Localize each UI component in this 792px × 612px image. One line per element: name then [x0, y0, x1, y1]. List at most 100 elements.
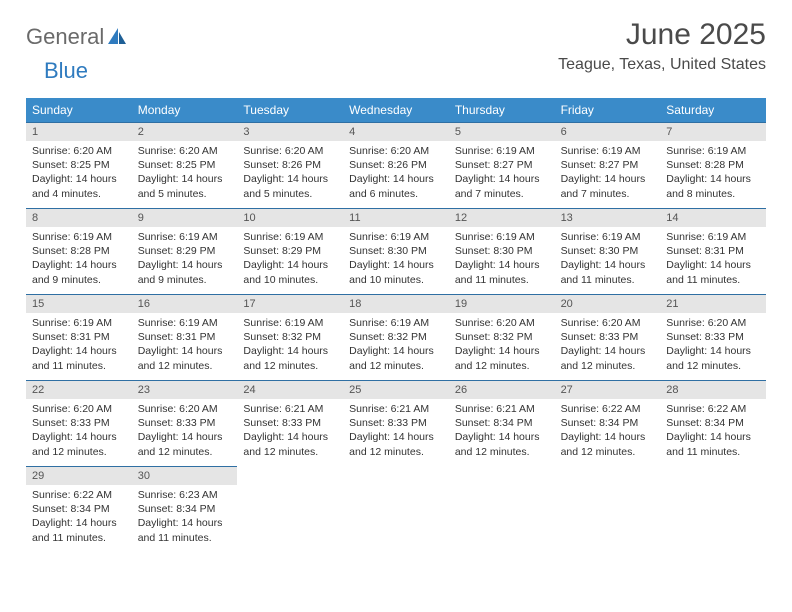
day-info: Sunrise: 6:19 AMSunset: 8:31 PMDaylight:…: [26, 313, 132, 379]
calendar-cell: 16Sunrise: 6:19 AMSunset: 8:31 PMDayligh…: [132, 294, 238, 380]
calendar-cell-empty: [555, 466, 661, 552]
sunset-text: Sunset: 8:34 PM: [561, 416, 655, 430]
sunrise-text: Sunrise: 6:19 AM: [349, 316, 443, 330]
daylight-text: Daylight: 14 hours and 11 minutes.: [666, 430, 760, 458]
day-info: Sunrise: 6:22 AMSunset: 8:34 PMDaylight:…: [26, 485, 132, 551]
sunset-text: Sunset: 8:31 PM: [32, 330, 126, 344]
sunrise-text: Sunrise: 6:20 AM: [243, 144, 337, 158]
day-info: Sunrise: 6:19 AMSunset: 8:30 PMDaylight:…: [343, 227, 449, 293]
sunset-text: Sunset: 8:26 PM: [349, 158, 443, 172]
daylight-text: Daylight: 14 hours and 12 minutes.: [243, 344, 337, 372]
sunrise-text: Sunrise: 6:21 AM: [349, 402, 443, 416]
weekday-header: Sunday: [26, 98, 132, 122]
day-info: Sunrise: 6:20 AMSunset: 8:33 PMDaylight:…: [132, 399, 238, 465]
day-number: 19: [449, 295, 555, 313]
daylight-text: Daylight: 14 hours and 11 minutes.: [138, 516, 232, 544]
location-text: Teague, Texas, United States: [558, 56, 766, 74]
day-info: Sunrise: 6:21 AMSunset: 8:34 PMDaylight:…: [449, 399, 555, 465]
calendar-cell: 19Sunrise: 6:20 AMSunset: 8:32 PMDayligh…: [449, 294, 555, 380]
day-number: 21: [660, 295, 766, 313]
sunrise-text: Sunrise: 6:22 AM: [666, 402, 760, 416]
calendar-cell: 14Sunrise: 6:19 AMSunset: 8:31 PMDayligh…: [660, 208, 766, 294]
calendar-grid: SundayMondayTuesdayWednesdayThursdayFrid…: [26, 98, 766, 552]
daylight-text: Daylight: 14 hours and 12 minutes.: [138, 430, 232, 458]
day-number: 18: [343, 295, 449, 313]
day-number: 22: [26, 381, 132, 399]
calendar-cell: 15Sunrise: 6:19 AMSunset: 8:31 PMDayligh…: [26, 294, 132, 380]
calendar-cell-empty: [449, 466, 555, 552]
calendar-cell-empty: [343, 466, 449, 552]
day-number: 17: [237, 295, 343, 313]
daylight-text: Daylight: 14 hours and 5 minutes.: [243, 172, 337, 200]
daylight-text: Daylight: 14 hours and 11 minutes.: [32, 344, 126, 372]
weekday-header: Saturday: [660, 98, 766, 122]
daylight-text: Daylight: 14 hours and 12 minutes.: [243, 430, 337, 458]
daylight-text: Daylight: 14 hours and 7 minutes.: [455, 172, 549, 200]
day-info: Sunrise: 6:19 AMSunset: 8:30 PMDaylight:…: [555, 227, 661, 293]
day-info: Sunrise: 6:20 AMSunset: 8:25 PMDaylight:…: [132, 141, 238, 207]
sunrise-text: Sunrise: 6:19 AM: [455, 230, 549, 244]
day-number: 13: [555, 209, 661, 227]
sunset-text: Sunset: 8:25 PM: [138, 158, 232, 172]
sunrise-text: Sunrise: 6:19 AM: [32, 316, 126, 330]
daylight-text: Daylight: 14 hours and 12 minutes.: [455, 344, 549, 372]
calendar-cell: 4Sunrise: 6:20 AMSunset: 8:26 PMDaylight…: [343, 122, 449, 208]
day-info: Sunrise: 6:19 AMSunset: 8:31 PMDaylight:…: [132, 313, 238, 379]
page-title: June 2025: [558, 18, 766, 52]
sunrise-text: Sunrise: 6:19 AM: [138, 230, 232, 244]
brand-sail-icon: [106, 26, 128, 49]
calendar-cell: 20Sunrise: 6:20 AMSunset: 8:33 PMDayligh…: [555, 294, 661, 380]
day-info: Sunrise: 6:20 AMSunset: 8:25 PMDaylight:…: [26, 141, 132, 207]
day-number: 15: [26, 295, 132, 313]
day-info: Sunrise: 6:19 AMSunset: 8:28 PMDaylight:…: [660, 141, 766, 207]
sunrise-text: Sunrise: 6:21 AM: [455, 402, 549, 416]
day-info: Sunrise: 6:20 AMSunset: 8:32 PMDaylight:…: [449, 313, 555, 379]
weekday-header: Friday: [555, 98, 661, 122]
day-info: Sunrise: 6:19 AMSunset: 8:29 PMDaylight:…: [237, 227, 343, 293]
sunset-text: Sunset: 8:32 PM: [243, 330, 337, 344]
day-number: 27: [555, 381, 661, 399]
sunrise-text: Sunrise: 6:19 AM: [561, 144, 655, 158]
sunset-text: Sunset: 8:27 PM: [561, 158, 655, 172]
day-info: Sunrise: 6:20 AMSunset: 8:33 PMDaylight:…: [555, 313, 661, 379]
daylight-text: Daylight: 14 hours and 12 minutes.: [561, 344, 655, 372]
calendar-cell: 21Sunrise: 6:20 AMSunset: 8:33 PMDayligh…: [660, 294, 766, 380]
day-info: Sunrise: 6:19 AMSunset: 8:31 PMDaylight:…: [660, 227, 766, 293]
sunrise-text: Sunrise: 6:20 AM: [32, 144, 126, 158]
weekday-header: Monday: [132, 98, 238, 122]
day-info: Sunrise: 6:23 AMSunset: 8:34 PMDaylight:…: [132, 485, 238, 551]
sunset-text: Sunset: 8:30 PM: [455, 244, 549, 258]
weekday-header: Tuesday: [237, 98, 343, 122]
day-number: 7: [660, 123, 766, 141]
title-block: June 2025 Teague, Texas, United States: [558, 18, 766, 74]
daylight-text: Daylight: 14 hours and 11 minutes.: [455, 258, 549, 286]
daylight-text: Daylight: 14 hours and 11 minutes.: [32, 516, 126, 544]
daylight-text: Daylight: 14 hours and 12 minutes.: [138, 344, 232, 372]
calendar-cell: 3Sunrise: 6:20 AMSunset: 8:26 PMDaylight…: [237, 122, 343, 208]
daylight-text: Daylight: 14 hours and 12 minutes.: [349, 344, 443, 372]
sunrise-text: Sunrise: 6:21 AM: [243, 402, 337, 416]
calendar-cell: 1Sunrise: 6:20 AMSunset: 8:25 PMDaylight…: [26, 122, 132, 208]
day-number: 9: [132, 209, 238, 227]
day-number: 25: [343, 381, 449, 399]
daylight-text: Daylight: 14 hours and 12 minutes.: [455, 430, 549, 458]
calendar-cell: 13Sunrise: 6:19 AMSunset: 8:30 PMDayligh…: [555, 208, 661, 294]
calendar-cell: 27Sunrise: 6:22 AMSunset: 8:34 PMDayligh…: [555, 380, 661, 466]
sunset-text: Sunset: 8:32 PM: [349, 330, 443, 344]
calendar-cell: 23Sunrise: 6:20 AMSunset: 8:33 PMDayligh…: [132, 380, 238, 466]
day-number: 28: [660, 381, 766, 399]
day-number: 12: [449, 209, 555, 227]
sunrise-text: Sunrise: 6:22 AM: [32, 488, 126, 502]
day-number: 6: [555, 123, 661, 141]
sunrise-text: Sunrise: 6:22 AM: [561, 402, 655, 416]
day-number: 8: [26, 209, 132, 227]
sunset-text: Sunset: 8:30 PM: [561, 244, 655, 258]
day-number: 14: [660, 209, 766, 227]
sunrise-text: Sunrise: 6:19 AM: [138, 316, 232, 330]
day-info: Sunrise: 6:19 AMSunset: 8:30 PMDaylight:…: [449, 227, 555, 293]
daylight-text: Daylight: 14 hours and 11 minutes.: [561, 258, 655, 286]
day-number: 2: [132, 123, 238, 141]
sunrise-text: Sunrise: 6:19 AM: [243, 230, 337, 244]
day-number: 20: [555, 295, 661, 313]
day-info: Sunrise: 6:22 AMSunset: 8:34 PMDaylight:…: [555, 399, 661, 465]
